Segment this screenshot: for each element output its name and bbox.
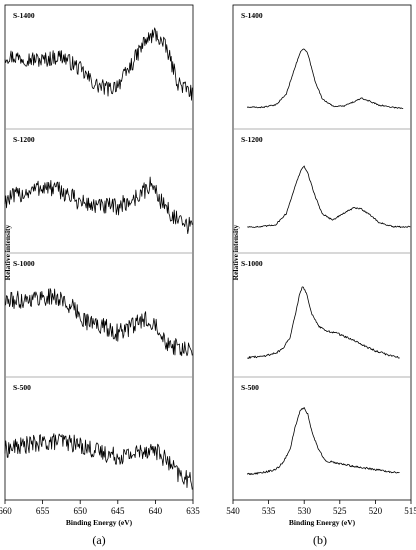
sample-label: S-1400 (241, 11, 263, 20)
spectrum-line (246, 407, 400, 476)
x-axis-label: Binding Energy (eV) (66, 518, 133, 527)
sample-label: S-1000 (13, 259, 35, 268)
panel-b: S-1400 S-1200 S-1000 S-500 540 535 530 525 520 51… (226, 4, 416, 547)
plot-frame (232, 4, 412, 501)
sample-label: S-500 (241, 383, 259, 392)
y-axis-label: Relative intensity (3, 224, 12, 280)
spectrum-line (247, 165, 411, 228)
x-tick-label: 520 (369, 506, 383, 516)
x-tick-label: 635 (186, 506, 200, 516)
x-tick-label: 655 (36, 506, 50, 516)
sample-label: S-1200 (13, 135, 35, 144)
panel-label: (b) (313, 533, 327, 547)
x-tick-label: 540 (226, 506, 240, 516)
panel-a: S-1400 S-1200 S-1000 S-500 660 655 650 645 640 63… (0, 4, 200, 547)
spectrum-line (4, 288, 193, 357)
x-tick-label: 525 (333, 506, 347, 516)
x-tick-label: 645 (111, 506, 125, 516)
spectrum-line (4, 176, 193, 235)
x-tick-label: 640 (149, 506, 163, 516)
sample-label: S-1200 (241, 135, 263, 144)
sample-label: S-1400 (13, 11, 35, 20)
x-tick-label: 530 (297, 506, 311, 516)
spectrum-line (4, 433, 193, 490)
spectrum-line (247, 286, 400, 359)
sample-label: S-500 (13, 383, 31, 392)
x-tick-label: 515 (404, 506, 416, 516)
panel-label: (a) (92, 533, 105, 547)
x-tick-label: 660 (0, 506, 12, 516)
x-tick-label: 535 (262, 506, 276, 516)
plot-frame (4, 4, 194, 501)
x-tick-label: 650 (73, 506, 87, 516)
sample-label: S-1000 (241, 259, 263, 268)
spectrum-line (4, 27, 193, 101)
x-axis-label: Binding Energy (eV) (289, 518, 356, 527)
y-axis-label: Relative intensity (231, 224, 240, 280)
spectrum-line (246, 48, 404, 109)
